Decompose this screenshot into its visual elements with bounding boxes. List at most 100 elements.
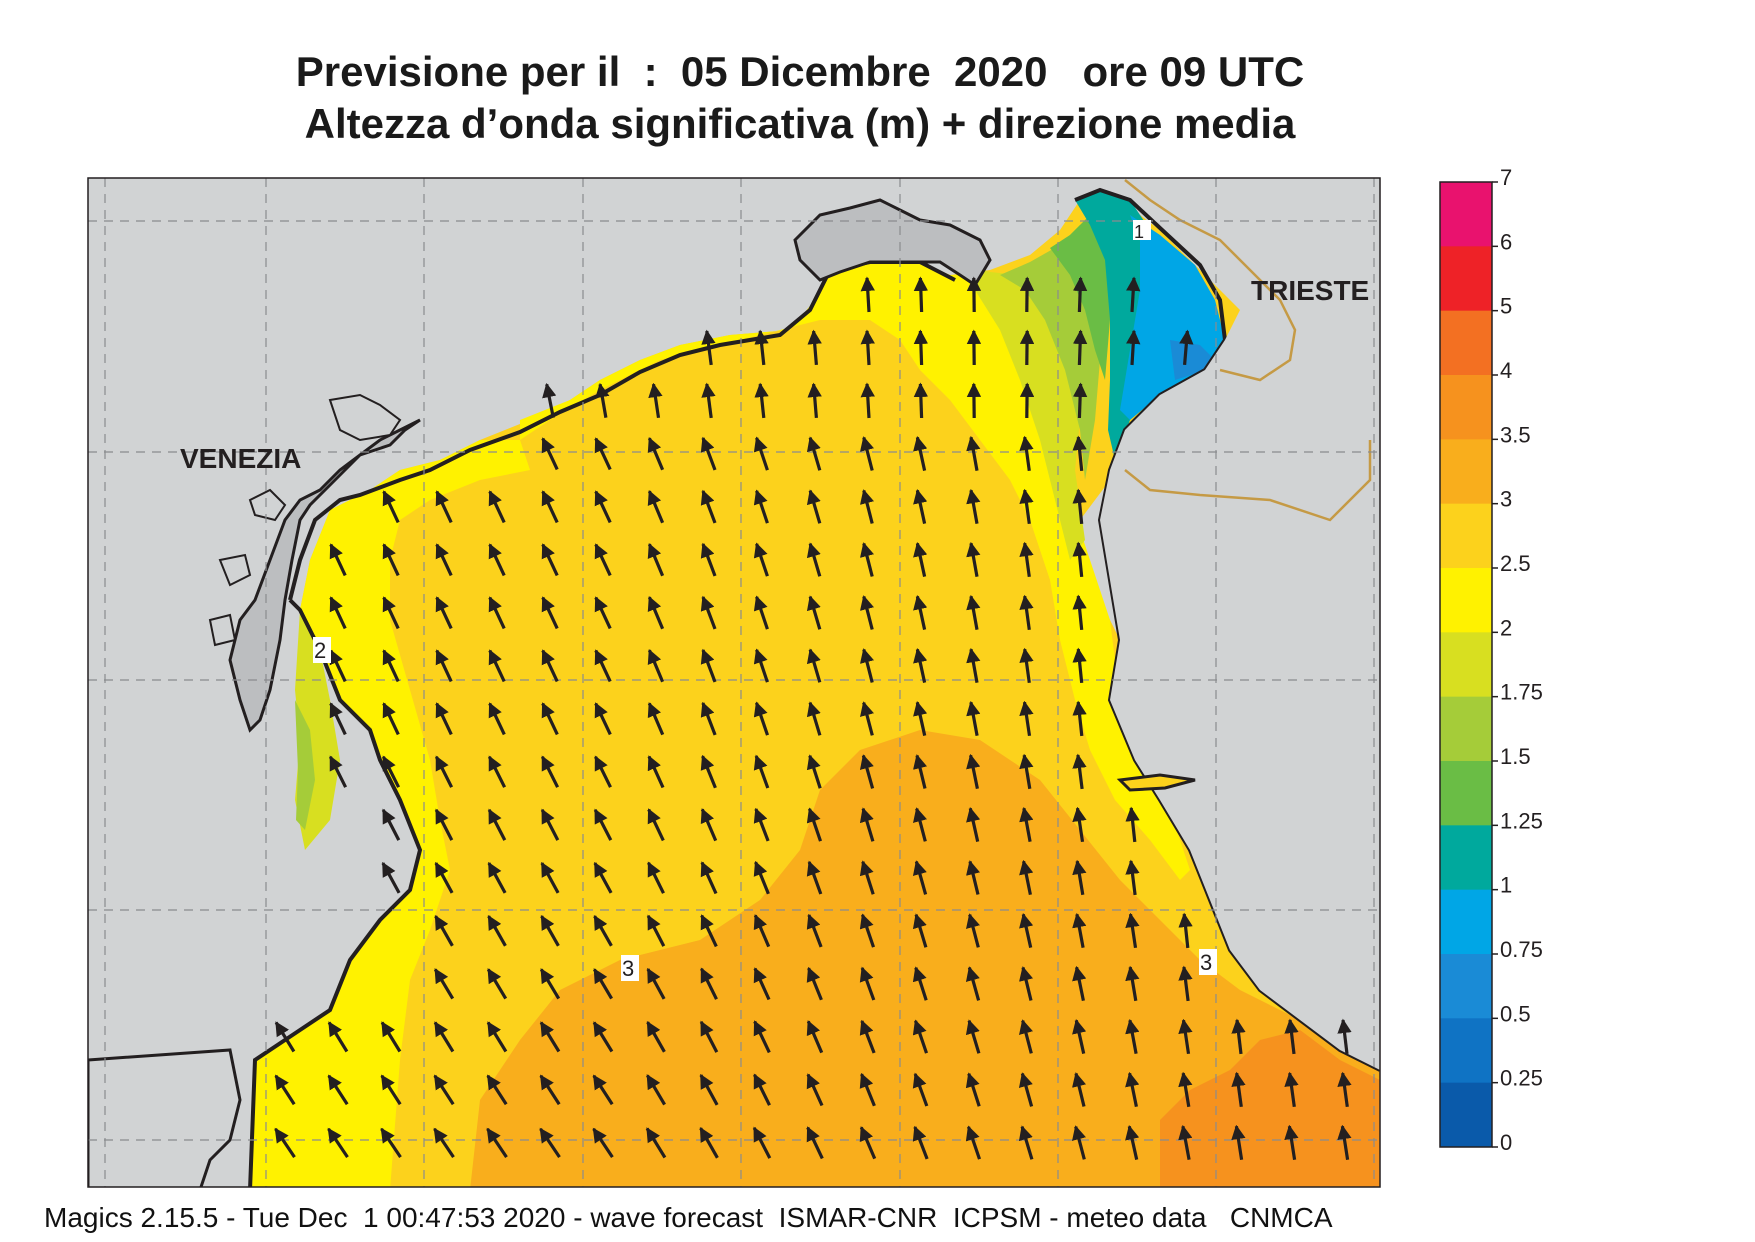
direction-arrow (1125, 912, 1140, 949)
direction-arrow (1019, 435, 1034, 472)
direction-arrow (1019, 859, 1034, 896)
direction-arrow (966, 435, 981, 471)
legend-swatch (1440, 503, 1492, 569)
direction-arrow (1337, 1124, 1352, 1161)
direction-arrow (382, 649, 400, 683)
direction-arrow (699, 1020, 719, 1053)
legend-tick-label: 3 (1500, 487, 1512, 512)
legend-swatch (1440, 375, 1492, 440)
direction-arrow (1072, 594, 1087, 631)
direction-arrow (380, 1127, 402, 1158)
direction-arrow (1019, 806, 1034, 842)
title-line-1: Previsione per il : 05 Dicembre 2020 ore… (295, 48, 1305, 95)
direction-arrow (274, 1021, 296, 1053)
direction-arrow (912, 860, 928, 895)
direction-arrow (966, 488, 981, 524)
direction-arrow (859, 1072, 876, 1107)
direction-arrow (806, 648, 822, 683)
direction-arrow (486, 1021, 508, 1053)
direction-arrow (1284, 1071, 1299, 1108)
contour-label-box (1133, 220, 1151, 240)
direction-arrow (541, 649, 559, 683)
contour-label-3a: 3 (622, 956, 634, 981)
direction-arrow (806, 701, 822, 736)
direction-arrow (486, 1074, 508, 1106)
direction-arrow (594, 490, 612, 524)
contour-label-box (1199, 949, 1217, 975)
direction-arrow (539, 1074, 561, 1106)
direction-arrow (913, 754, 928, 789)
direction-arrow (1072, 276, 1088, 313)
direction-arrow (859, 860, 875, 895)
legend-tick-label: 0.25 (1500, 1066, 1543, 1091)
legend-tick-label: 4 (1500, 358, 1512, 383)
direction-arrow (753, 914, 771, 948)
place-label-venezia: VENEZIA (180, 443, 301, 474)
direction-arrow (1125, 859, 1140, 896)
direction-arrow (965, 1019, 981, 1054)
direction-arrow (592, 1074, 614, 1106)
direction-arrow (274, 1127, 296, 1158)
direction-arrow (1072, 1125, 1086, 1160)
direction-arrow (1231, 1124, 1246, 1161)
direction-arrow (806, 966, 823, 1001)
direction-arrow (327, 1021, 349, 1053)
direction-arrow (487, 861, 507, 894)
legend-swatch (1440, 825, 1492, 891)
legend-tick-label: 1.75 (1500, 680, 1543, 705)
place-label-trieste: TRIESTE (1251, 275, 1369, 306)
direction-arrow (648, 382, 663, 419)
direction-arrow (488, 543, 506, 577)
direction-arrow (1178, 1071, 1193, 1108)
direction-arrow (539, 968, 561, 1000)
direction-arrow (647, 861, 665, 894)
direction-arrow (860, 542, 874, 577)
direction-arrow (647, 542, 665, 577)
legend-tick-label: 6 (1500, 229, 1512, 254)
direction-arrow (647, 595, 665, 630)
direction-arrow (1072, 859, 1087, 896)
wave-direction-arrows (274, 276, 1352, 1161)
footer-credits: Magics 2.15.5 - Tue Dec 1 00:47:53 2020 … (44, 1202, 1333, 1233)
direction-arrow (1072, 541, 1087, 578)
direction-arrow (541, 596, 559, 630)
direction-arrow (860, 382, 875, 419)
legend-tick-label: 1 (1500, 873, 1512, 898)
direction-arrow (807, 382, 822, 419)
direction-arrow (488, 490, 506, 524)
direction-arrow (1072, 700, 1087, 737)
direction-arrow (1126, 329, 1141, 366)
direction-arrow (329, 596, 347, 630)
direction-arrow (913, 647, 928, 683)
direction-arrow (699, 1073, 719, 1106)
direction-arrow (1337, 1071, 1352, 1108)
direction-arrow (1126, 276, 1141, 313)
direction-arrow (966, 594, 981, 630)
legend-tick-label: 0.5 (1500, 1001, 1531, 1026)
direction-arrow (329, 649, 347, 683)
direction-arrow (540, 861, 560, 894)
direction-arrow (700, 489, 717, 524)
direction-arrow (965, 1125, 982, 1160)
direction-arrow (753, 595, 769, 630)
direction-arrow (433, 1127, 455, 1158)
istria-peninsula-tip (1116, 773, 1196, 792)
direction-arrow (487, 755, 507, 788)
direction-arrow (433, 1074, 455, 1106)
direction-arrow (435, 490, 453, 524)
direction-arrow (593, 914, 613, 947)
direction-arrow (1019, 912, 1034, 948)
direction-arrow (382, 596, 400, 630)
direction-arrow (860, 648, 874, 683)
legend-swatch (1440, 696, 1492, 762)
direction-arrow (434, 914, 454, 947)
po-delta-land (88, 1048, 242, 1187)
legend-swatch (1440, 182, 1492, 247)
direction-arrow (433, 1021, 455, 1053)
legend-tick-label: 2.5 (1500, 551, 1531, 576)
direction-arrow (859, 807, 875, 842)
direction-arrow (435, 543, 453, 577)
direction-arrow (753, 648, 769, 683)
direction-arrow (1284, 1124, 1299, 1161)
